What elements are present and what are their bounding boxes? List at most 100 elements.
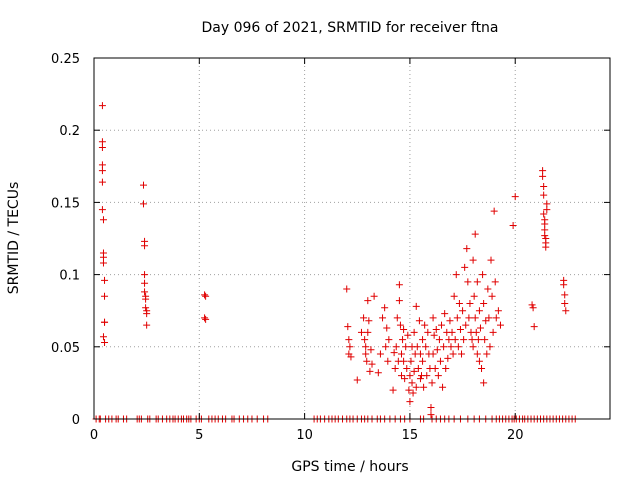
y-tick-label: 0.2 (59, 124, 80, 139)
data-point (343, 285, 351, 293)
data-point (476, 324, 484, 332)
x-tick-label: 10 (296, 428, 313, 443)
data-point (407, 357, 415, 365)
data-point (401, 375, 409, 383)
data-point (466, 299, 474, 307)
data-point (101, 292, 109, 300)
data-point (419, 336, 427, 344)
data-point (410, 328, 418, 336)
data-point (464, 278, 472, 286)
data-point (442, 364, 450, 372)
data-point (543, 206, 551, 214)
data-point (439, 383, 447, 391)
data-point (360, 314, 368, 322)
data-point (449, 350, 457, 358)
data-point (368, 360, 376, 368)
data-point (421, 321, 429, 329)
data-point (98, 178, 106, 186)
data-point (445, 336, 453, 344)
data-point (419, 357, 427, 365)
data-point (460, 336, 468, 344)
data-point (399, 336, 407, 344)
data-point (413, 343, 421, 351)
data-point (397, 350, 405, 358)
data-point (431, 364, 439, 372)
data-point (511, 193, 519, 201)
data-point (458, 350, 466, 358)
data-point (344, 323, 352, 331)
data-point (406, 398, 414, 406)
data-point (528, 301, 536, 309)
data-points (92, 102, 579, 423)
data-point (382, 343, 390, 351)
data-point (379, 314, 387, 322)
data-point (142, 295, 150, 303)
data-point (402, 343, 410, 351)
data-point (448, 328, 456, 336)
data-point (471, 230, 479, 238)
data-point (529, 304, 537, 312)
data-point (101, 276, 109, 284)
data-point (395, 281, 403, 289)
data-point (414, 364, 422, 372)
data-point (420, 383, 428, 391)
data-point (492, 314, 500, 322)
data-point (98, 167, 106, 175)
data-point (362, 350, 370, 358)
data-point (485, 314, 493, 322)
data-point (496, 321, 504, 329)
data-point (452, 271, 460, 279)
data-point (494, 307, 502, 315)
data-point (463, 245, 471, 253)
data-point (408, 379, 416, 387)
data-point (473, 350, 481, 358)
data-point (381, 304, 389, 312)
data-point (353, 376, 361, 384)
data-point (139, 200, 147, 208)
axis-ticks: 0 5 10 15 20 0 0.05 0.1 0.15 0.2 0.25 (51, 52, 610, 443)
x-tick-label: 0 (90, 428, 98, 443)
data-point (376, 350, 384, 358)
data-point (469, 343, 477, 351)
data-point (141, 288, 149, 296)
data-point (471, 314, 479, 322)
data-point (370, 292, 378, 300)
data-point (364, 297, 372, 305)
data-point (540, 191, 548, 199)
data-point (489, 328, 497, 336)
data-point (451, 336, 459, 344)
data-point (363, 357, 371, 365)
data-point (481, 336, 489, 344)
plot-frame (93, 57, 611, 420)
data-point (434, 372, 442, 380)
data-point (541, 232, 549, 240)
data-point (412, 302, 420, 310)
data-point (345, 336, 353, 344)
data-point (560, 281, 568, 289)
data-point (487, 256, 495, 264)
y-tick-label: 0 (72, 413, 80, 428)
data-point (540, 183, 548, 191)
chart-title: Day 096 of 2021, SRMTID for receiver ftn… (201, 20, 498, 36)
data-point (357, 328, 365, 336)
data-point (143, 321, 151, 329)
data-point (202, 292, 210, 300)
data-point (453, 314, 461, 322)
data-point (480, 379, 488, 387)
data-point (461, 263, 469, 271)
data-point (542, 243, 550, 251)
data-point (486, 343, 494, 351)
data-point (444, 354, 452, 362)
data-point (490, 207, 498, 215)
data-point (347, 353, 355, 361)
data-point (365, 317, 373, 325)
data-point (424, 328, 432, 336)
data-point (478, 364, 486, 372)
data-point (470, 292, 478, 300)
x-tick-label: 15 (402, 428, 419, 443)
data-point (438, 321, 446, 329)
data-point (479, 271, 487, 279)
data-point (364, 328, 372, 336)
data-point (409, 389, 417, 397)
